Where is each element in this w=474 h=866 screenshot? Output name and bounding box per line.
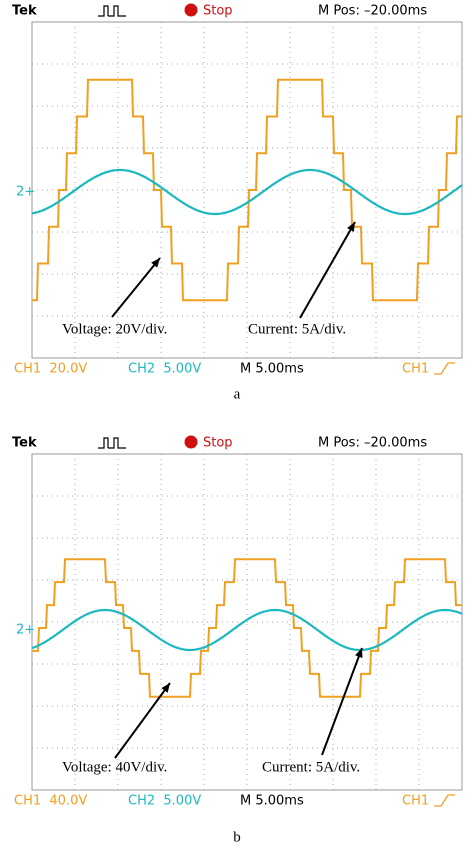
ch2-scale: CH2 5.00V <box>128 794 201 809</box>
ch2-scale: CH2 5.00V <box>128 362 201 377</box>
arrow <box>111 257 161 318</box>
current-note: Current: 5A/div. <box>262 759 360 775</box>
arrow-head <box>151 258 160 268</box>
position: M Pos: –20.00ms <box>318 436 427 451</box>
timebase: M 5.00ms <box>240 794 304 809</box>
arrow <box>321 647 363 756</box>
current-note: Current: 5A/div. <box>248 321 346 337</box>
scope-panel: Tek Stop M Pos: –20.00ms 2+ Voltage: 20V/div… <box>12 3 463 402</box>
caption: b <box>233 829 241 845</box>
trigger-source: CH1 <box>402 794 429 809</box>
current-trace <box>31 168 463 216</box>
voltage-trace <box>32 78 462 302</box>
position: M Pos: –20.00ms <box>318 4 427 19</box>
run-state: Stop <box>203 436 233 451</box>
trigger-icon <box>98 5 126 17</box>
trigger-slope <box>434 362 455 375</box>
current-trace <box>31 608 463 652</box>
voltage-note: Voltage: 20V/div. <box>62 321 167 337</box>
voltage-trace <box>32 558 462 698</box>
trigger-slope <box>434 794 455 807</box>
ch1-scale: CH1 20.0V <box>14 362 87 377</box>
ch1-scale: CH1 40.0V <box>14 794 87 809</box>
brand: Tek <box>12 436 37 451</box>
caption: a <box>234 386 241 402</box>
trigger-source: CH1 <box>402 362 429 377</box>
timebase: M 5.00ms <box>240 362 304 377</box>
stop-indicator <box>184 435 198 449</box>
ch2-marker: 2+ <box>16 623 35 638</box>
voltage-note: Voltage: 40V/div. <box>62 759 167 775</box>
stop-indicator <box>184 3 198 17</box>
arrow <box>299 221 356 319</box>
scope-panel: Tek Stop M Pos: –20.00ms 2+ Voltage: 40V/div… <box>12 435 463 845</box>
arrow <box>114 682 171 759</box>
arrow-head <box>161 683 170 693</box>
ch2-marker: 2+ <box>16 185 35 200</box>
brand: Tek <box>12 4 37 19</box>
arrow-head <box>355 648 363 658</box>
run-state: Stop <box>203 4 233 19</box>
arrow-head <box>347 222 355 232</box>
trigger-icon <box>98 437 126 449</box>
